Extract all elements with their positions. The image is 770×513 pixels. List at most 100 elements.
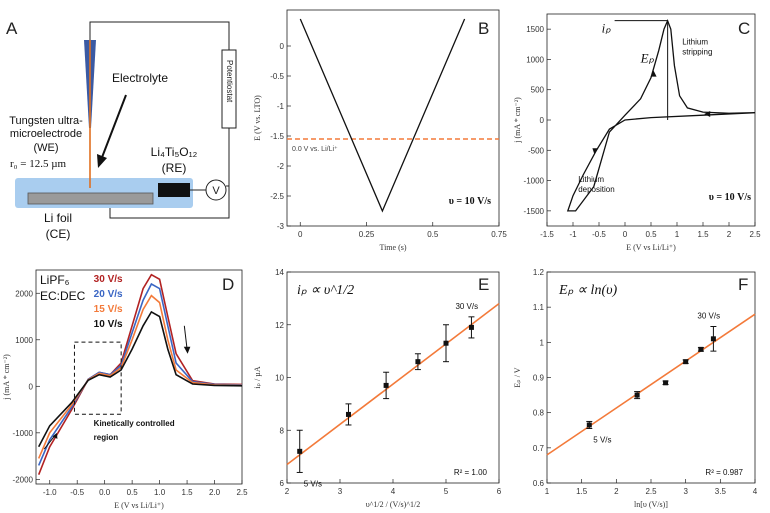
cv-curve-line <box>566 18 756 212</box>
x-tick-label: 0.5 <box>427 230 439 239</box>
x-tick-label: 1.5 <box>182 488 194 497</box>
y-tick-label: 1.1 <box>533 303 545 312</box>
y-tick-label: 2000 <box>15 289 33 298</box>
ce-label-2: (CE) <box>46 227 71 241</box>
r-squared-label: R² = 1.00 <box>454 468 488 477</box>
ce-wire <box>109 186 230 219</box>
panel-b-chart: 0 0.25 0.5 0.75 -3 -2.5 -2 -1.5 -1 -0.5 0 Time (s) E… <box>253 9 507 252</box>
y-axis-label: E (V vs. LTO) <box>253 95 262 141</box>
panel-label: C <box>738 19 750 38</box>
x-tick-label: 2.0 <box>209 488 221 497</box>
we-label-1: Tungsten ultra- <box>9 115 83 127</box>
x-tick-label: 0 <box>298 230 303 239</box>
ce-label-1: Li foil <box>44 211 72 225</box>
y-tick-label: 1.2 <box>533 268 545 277</box>
y-tick-label: -2.5 <box>270 192 284 201</box>
y-tick-label: -0.5 <box>270 72 284 81</box>
data-point <box>683 359 689 365</box>
panel-f-chart: 1 1.5 2 2.5 3 3.5 4 0.6 0.7 0.8 0.9 1 1.1 1.2 ln[υ (V/… <box>513 268 758 509</box>
scan-direction-arrow <box>592 148 599 155</box>
kinetic-region-label-1: Kinetically controlled <box>94 419 175 428</box>
x-tick-label: 1.0 <box>154 488 166 497</box>
x-tick-label: 0.5 <box>645 230 657 239</box>
y-tick-label: 0.7 <box>533 444 545 453</box>
x-axis-label: ln[υ (V/s)] <box>634 500 668 509</box>
panel-a-schematic: A Potentiostat V Electrolyte Tungsten ul… <box>6 19 237 241</box>
x-axis-label: υ^1/2 / (V/s)^1/2 <box>366 500 421 509</box>
data-point <box>698 346 704 352</box>
x-tick-label: -0.5 <box>70 488 84 497</box>
lto-reference-electrode <box>158 183 190 197</box>
stripping-label-line1: Lithium <box>682 37 708 46</box>
panel-label: D <box>222 275 234 294</box>
r-squared-label: R² = 0.987 <box>705 468 743 477</box>
panel-label: F <box>738 275 748 294</box>
x-tick-label: 3.5 <box>715 487 727 496</box>
x-tick-label: 1 <box>545 487 550 496</box>
x-tick-label: 1 <box>675 230 680 239</box>
linear-fit-line <box>546 313 756 456</box>
y-tick-label: 10 <box>275 374 284 383</box>
x-tick-label: -1 <box>569 230 577 239</box>
data-point <box>297 448 303 454</box>
x-tick-label: 0.0 <box>99 488 111 497</box>
scan-direction-arrow <box>650 70 657 77</box>
electrolyte-label: Electrolyte <box>112 71 168 85</box>
deposition-label-line1: Lithium <box>578 175 604 184</box>
linear-fit-line <box>286 303 500 466</box>
li-foil <box>27 192 154 205</box>
y-tick-label: -1.5 <box>270 132 284 141</box>
peak-potential-label: Eₚ <box>640 50 655 65</box>
re-label-2: (RE) <box>162 161 187 175</box>
x-tick-label: 0.75 <box>491 230 507 239</box>
scan-rate-annotation: υ = 10 V/s <box>709 192 751 203</box>
x-axis-label: E (V vs Li/Li⁺) <box>114 501 164 510</box>
x-tick-label: 3 <box>683 487 688 496</box>
x-tick-label: 6 <box>497 487 502 496</box>
electrolyte-arrowhead <box>97 154 107 168</box>
y-tick-label: -1 <box>277 102 285 111</box>
deposition-label-line2: deposition <box>578 185 614 194</box>
panel-label: B <box>478 19 489 38</box>
scan-arrowhead <box>183 346 191 354</box>
potential-waveform-line <box>299 18 466 213</box>
chart-title: iₚ ∝ υ^1/2 <box>297 283 354 298</box>
x-tick-label: 2.5 <box>645 487 657 496</box>
x-tick-label: 2 <box>727 230 732 239</box>
legend-label: 10 V/s <box>94 319 123 330</box>
legend-label: 15 V/s <box>94 304 123 315</box>
y-tick-label: 14 <box>275 268 284 277</box>
x-tick-label: -1.5 <box>540 230 554 239</box>
low-rate-label: 5 V/s <box>304 479 322 488</box>
x-tick-label: 4 <box>391 487 396 496</box>
we-wire <box>89 21 230 50</box>
kinetic-region-box <box>73 341 122 415</box>
electrolyte-arrow <box>100 94 127 161</box>
x-axis-label: Time (s) <box>379 243 406 252</box>
legend-label: 30 V/s <box>94 274 123 285</box>
high-rate-label: 30 V/s <box>697 312 720 321</box>
data-point <box>345 411 351 417</box>
data-point <box>415 359 421 365</box>
series-line-15vs <box>37 294 243 459</box>
high-rate-label: 30 V/s <box>455 302 478 311</box>
peak-current-label: iₚ <box>602 21 612 36</box>
x-tick-label: -0.5 <box>592 230 606 239</box>
series-line-20vs <box>37 282 243 466</box>
y-tick-label: 0.8 <box>533 409 545 418</box>
re-wire <box>226 128 230 187</box>
x-tick-label: 2.5 <box>749 230 761 239</box>
x-tick-label: 0 <box>623 230 628 239</box>
plot-frame <box>546 271 756 484</box>
y-tick-label: 500 <box>531 86 545 95</box>
panel-d-chart: -1.0 -0.5 0.0 0.5 1.0 1.5 2.0 2.5 -2000 -1000 0 100… <box>2 269 248 510</box>
x-tick-label: 3 <box>338 487 343 496</box>
scan-arrow-line <box>43 434 56 450</box>
y-tick-label: 8 <box>280 426 285 435</box>
scan-arrow-line <box>183 325 188 350</box>
data-point <box>634 392 640 398</box>
reference-line-label: 0.0 V vs. Li/Li⁺ <box>292 146 338 153</box>
y-tick-label: 1500 <box>526 25 544 34</box>
we-label-2: microelectrode <box>10 128 82 140</box>
